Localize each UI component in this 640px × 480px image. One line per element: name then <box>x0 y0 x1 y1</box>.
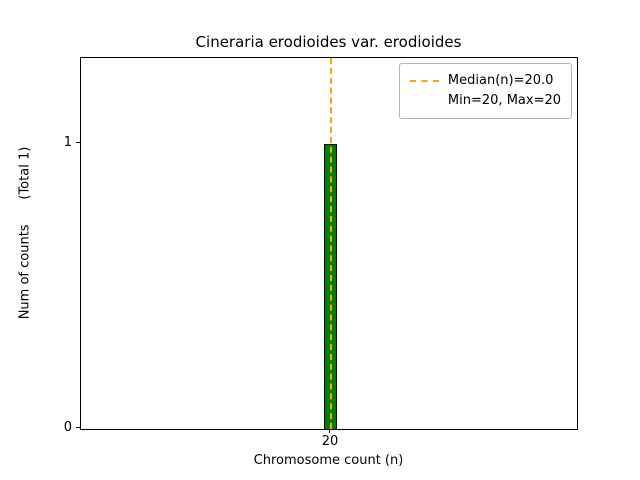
y-tick-1 <box>76 142 80 143</box>
y-tick-0 <box>76 427 80 428</box>
x-tick-20 <box>329 429 330 433</box>
legend-entry-median: Median(n)=20.0 <box>447 73 554 88</box>
x-axis-label: Chromosome count (n) <box>253 453 404 468</box>
median-dash-icon <box>409 80 439 82</box>
y-axis-label: Num of counts (Total 1) <box>17 146 33 320</box>
legend: Median(n)=20.0 Min=20, Max=20 <box>398 63 572 119</box>
y-tick-label-0: 0 <box>63 420 72 435</box>
legend-row-median: Median(n)=20.0 <box>409 71 561 91</box>
legend-spacer <box>410 100 439 102</box>
y-tick-label-1: 1 <box>63 135 72 150</box>
median-line <box>330 58 332 429</box>
plot-area: Median(n)=20.0 Min=20, Max=20 <box>80 57 578 430</box>
legend-entry-minmax: Min=20, Max=20 <box>447 93 561 108</box>
chart-title: Cineraria erodioides var. erodioides <box>195 33 462 51</box>
x-tick-label-20: 20 <box>321 434 339 449</box>
legend-row-minmax: Min=20, Max=20 <box>410 91 561 111</box>
